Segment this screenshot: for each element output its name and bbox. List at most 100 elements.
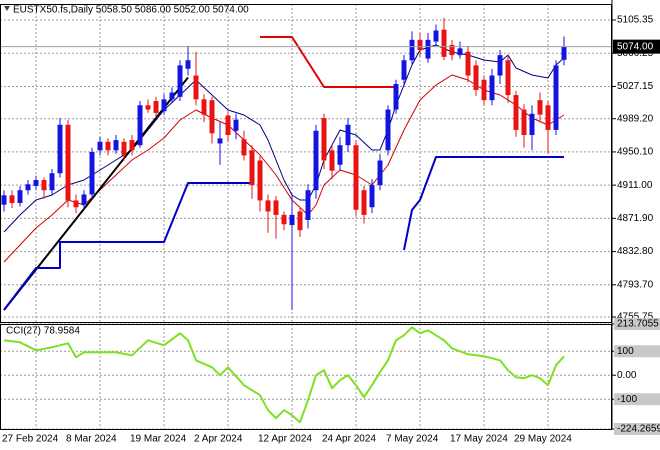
candle-body	[313, 130, 319, 191]
y-tick-label: -100	[617, 394, 637, 405]
y-tick-label: 0.00	[617, 370, 637, 381]
tick-label-box	[614, 423, 660, 435]
symbol-icon	[4, 6, 10, 11]
candle-body	[33, 180, 39, 186]
candle-body	[105, 141, 111, 151]
candle-body	[489, 75, 495, 101]
y-tick-label: 213.7055	[617, 319, 659, 330]
indicator-title: CCI(27) 78.9584	[6, 326, 80, 337]
candle-body	[209, 100, 215, 134]
x-tick-label: 24 Apr 2024	[322, 434, 376, 445]
candle-body	[305, 190, 311, 220]
candle-body	[121, 141, 127, 156]
candle-body	[457, 48, 463, 56]
candle-body	[369, 185, 375, 208]
candle-body	[449, 44, 455, 56]
candle-body	[25, 184, 31, 191]
candle-body	[465, 51, 471, 76]
candle-body	[377, 160, 383, 186]
candle-body	[137, 105, 143, 146]
candle-body	[393, 84, 399, 110]
candle-body	[473, 65, 479, 90]
y-tick-label: 4793.70	[617, 279, 654, 290]
candle-body	[193, 75, 199, 100]
candle-body	[281, 214, 287, 225]
candle-body	[233, 119, 239, 131]
candle-body	[113, 140, 119, 151]
y-tick-label: 100	[617, 346, 634, 357]
y-tick-label: 5105.35	[617, 15, 654, 26]
candle-body	[529, 113, 535, 136]
candle-body	[553, 65, 559, 130]
x-tick-label: 29 May 2024	[514, 434, 572, 445]
cci-line	[3, 326, 565, 424]
candle-body	[561, 46, 567, 60]
y-tick-label: 4871.90	[617, 213, 654, 224]
candle-body	[153, 101, 159, 113]
x-tick-label: 7 May 2024	[386, 434, 439, 445]
candle-body	[169, 92, 175, 100]
candle-body	[81, 194, 87, 205]
candle-body	[361, 190, 367, 215]
indicator-line	[3, 156, 564, 311]
last-price-label: 5074.00	[617, 41, 654, 52]
candle-body	[161, 99, 167, 112]
candle-body	[321, 118, 327, 161]
x-tick-label: 27 Feb 2024	[2, 434, 59, 445]
tick-label-box	[614, 345, 660, 358]
candle-body	[249, 150, 255, 186]
x-tick-label: 2 Apr 2024	[194, 434, 243, 445]
candle-body	[385, 109, 391, 151]
candle-body	[257, 160, 263, 201]
candle-body	[337, 145, 343, 165]
candle-body	[225, 115, 231, 136]
candle-body	[425, 39, 431, 59]
candle-body	[145, 105, 151, 110]
candle-body	[185, 60, 191, 69]
y-tick-label: 4755.75	[617, 312, 654, 323]
candle-body	[1, 195, 7, 205]
x-tick-label: 19 Mar 2024	[130, 434, 187, 445]
candle-body	[265, 200, 271, 212]
candle-body	[57, 124, 63, 174]
candle-body	[401, 60, 407, 80]
x-tick-label: 17 May 2024	[450, 434, 508, 445]
candle-body	[201, 99, 207, 115]
y-tick-label: 4989.20	[617, 113, 654, 124]
candle-body	[441, 29, 447, 57]
candle-body	[417, 39, 423, 51]
x-tick-label: 12 Apr 2024	[258, 434, 312, 445]
tick-label-box	[614, 393, 660, 406]
candle-body	[537, 100, 543, 115]
candle-body	[521, 109, 527, 136]
candle-body	[97, 141, 103, 151]
candle-body	[65, 124, 71, 201]
candle-body	[409, 39, 415, 61]
candle-body	[73, 200, 79, 208]
candle-body	[273, 200, 279, 215]
candle-body	[289, 214, 295, 226]
candle-body	[177, 65, 183, 97]
tick-label-box	[614, 318, 660, 330]
y-tick-label: 4911.00	[617, 180, 653, 191]
candle-body	[129, 140, 135, 151]
candle-body	[481, 79, 487, 101]
candle-body	[329, 150, 335, 171]
candle-body	[513, 95, 519, 130]
candle-body	[545, 105, 551, 130]
x-tick-label: 8 Mar 2024	[66, 434, 117, 445]
y-tick-label: -224.2659	[617, 424, 660, 435]
candle-body	[505, 60, 511, 96]
candle-body	[217, 138, 223, 144]
y-tick-label: 4950.10	[617, 147, 654, 158]
candle-body	[353, 145, 359, 210]
chart-title: EUSTX50.fs,Daily 5058.50 5086.00 5052.00…	[13, 5, 249, 16]
candle-body	[9, 195, 15, 203]
indicator-line	[260, 36, 396, 88]
candle-body	[49, 173, 55, 191]
candle-body	[497, 55, 503, 76]
candle-body	[41, 180, 47, 191]
candle-body	[297, 211, 303, 231]
